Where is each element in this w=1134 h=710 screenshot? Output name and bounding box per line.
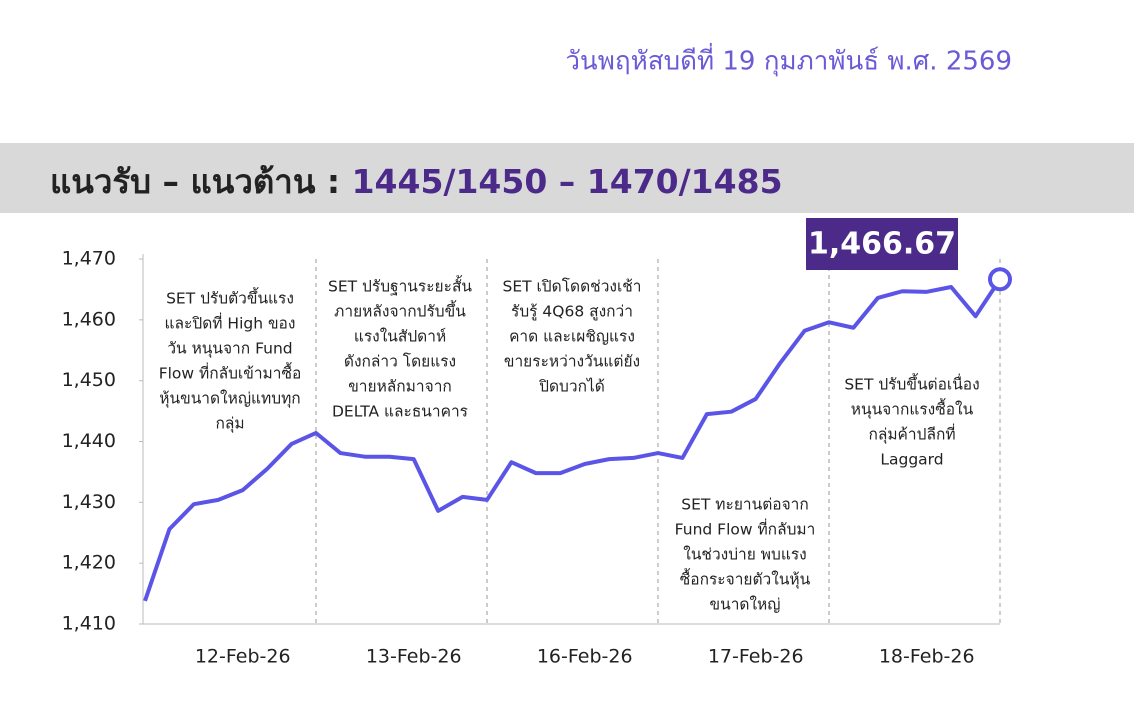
- date: วันพฤหัสบดีที่ 19 กุมภาพันธ์ พ.ศ. 2569: [565, 43, 1012, 77]
- heading-band: [0, 143, 1134, 213]
- x-tick-label: 12-Feb-26: [195, 646, 291, 668]
- annotation: Laggard: [880, 451, 943, 469]
- annotation: ปิดบวกได้: [538, 378, 604, 396]
- annotation: รับรู้ 4Q68 สูงกว่า: [511, 303, 633, 322]
- value-label-box: [806, 218, 958, 270]
- heading: แนวรับ – แนวต้าน : 1445/1450 – 1470/1485: [50, 162, 783, 201]
- heading-label: แนวรับ – แนวต้าน :: [50, 162, 352, 201]
- annotation: หนุนจากแรงซื้อใน: [851, 398, 974, 420]
- x-tick-label: 17-Feb-26: [708, 646, 804, 668]
- annotation: หุ้นขนาดใหญ่แทบทุก: [159, 390, 300, 409]
- annotation: ในช่วงบ่าย พบแรง: [683, 546, 806, 564]
- annotation: ภายหลังจากปรับขึ้น: [334, 300, 466, 321]
- annotation: SET ปรับตัวขึ้นแรง: [166, 287, 294, 308]
- y-tick-label: 1,410: [62, 613, 116, 635]
- annotation: วัน หนุนจาก Fund: [167, 340, 292, 359]
- y-tick-label: 1,420: [62, 552, 116, 574]
- annotation: กลุ่มค้าปลีกที่: [868, 424, 955, 445]
- value-label: 1,466.67: [808, 227, 956, 262]
- heading-levels: 1445/1450 – 1470/1485: [352, 162, 783, 201]
- annotation: DELTA และธนาคาร: [332, 403, 468, 421]
- annotation: SET ทะยานต่อจาก: [681, 496, 809, 514]
- last-point-marker: [988, 267, 1012, 292]
- annotation: และปิดที่ High ของ: [165, 313, 296, 333]
- annotation: SET ปรับขึ้นต่อเนื่อง: [844, 373, 979, 394]
- annotation: ขายระหว่างวันแต่ยัง: [504, 353, 640, 371]
- x-tick-label: 18-Feb-26: [879, 646, 975, 668]
- annotation: กลุ่ม: [215, 415, 244, 434]
- y-tick-label: 1,440: [62, 430, 116, 452]
- annotation: Fund Flow ที่กลับมา: [675, 519, 816, 539]
- y-tick-label: 1,430: [62, 491, 116, 513]
- annotation: SET ปรับฐานระยะสั้น: [328, 275, 472, 296]
- annotation: ดังกล่าว โดยแรง: [344, 353, 456, 371]
- annotation: SET เปิดโดดช่วงเช้า: [502, 278, 641, 296]
- y-tick-label: 1,450: [62, 369, 116, 391]
- annotation: คาด และเผชิญแรง: [509, 328, 635, 346]
- annotation: ซื้อกระจายตัวในหุ้น: [680, 568, 811, 590]
- annotation: แรงในสัปดาห์: [354, 328, 446, 346]
- x-tick-label: 16-Feb-26: [537, 646, 633, 668]
- annotation: Flow ที่กลับเข้ามาซื้อ: [159, 362, 302, 383]
- y-tick-label: 1,470: [62, 248, 116, 270]
- annotation: ขนาดใหญ่: [710, 596, 781, 614]
- line: [143, 278, 1002, 602]
- x-tick-label: 13-Feb-26: [366, 646, 462, 668]
- y-tick-label: 1,460: [62, 308, 116, 330]
- annotation: ขายหลักมาจาก: [348, 378, 452, 396]
